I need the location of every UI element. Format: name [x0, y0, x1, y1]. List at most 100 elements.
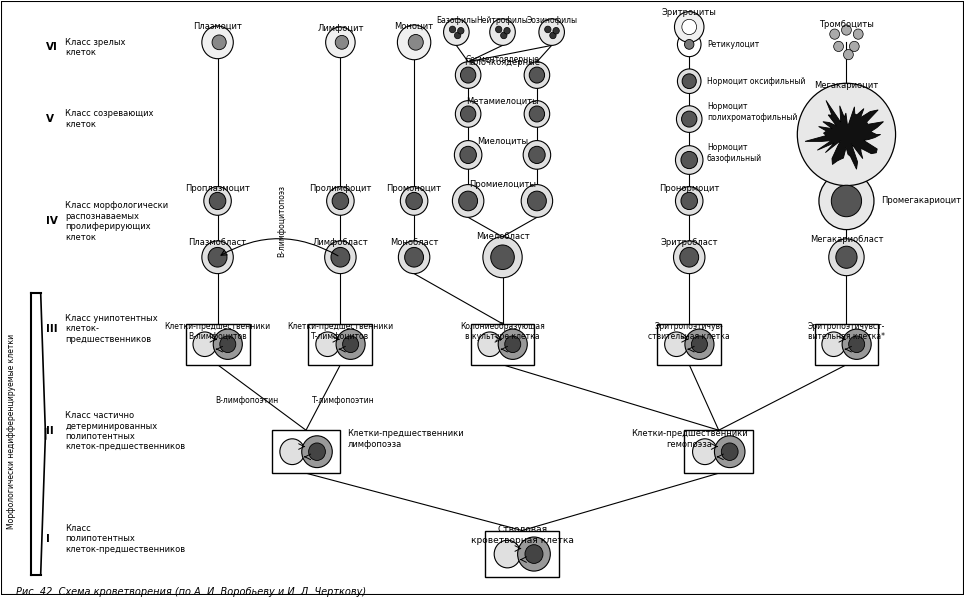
Text: Класс зрелых
клеток: Класс зрелых клеток	[66, 38, 125, 57]
Circle shape	[849, 336, 864, 353]
Circle shape	[449, 26, 456, 33]
Circle shape	[677, 69, 701, 94]
Circle shape	[324, 241, 356, 274]
Circle shape	[401, 187, 428, 215]
Text: Миелобласт: Миелобласт	[475, 232, 529, 241]
Circle shape	[693, 439, 717, 464]
Text: Пронормоцит: Пронормоцит	[659, 184, 719, 193]
Circle shape	[398, 241, 430, 274]
Text: Эритропоэтичувст-
вительная клетка*: Эритропоэтичувст- вительная клетка*	[808, 322, 885, 341]
Circle shape	[331, 247, 350, 267]
Circle shape	[456, 101, 481, 127]
Circle shape	[458, 28, 464, 34]
Circle shape	[681, 193, 698, 209]
Text: III: III	[46, 324, 57, 334]
Circle shape	[664, 332, 688, 356]
Circle shape	[680, 247, 699, 267]
Text: Моноцит: Моноцит	[395, 22, 434, 31]
Circle shape	[316, 332, 339, 356]
Circle shape	[553, 28, 560, 34]
Text: Нормоцит
базофильный: Нормоцит базофильный	[707, 143, 762, 163]
Bar	[485, 531, 559, 577]
Circle shape	[459, 191, 477, 211]
Text: Эритропоэтичув-
ствительная клетка: Эритропоэтичув- ствительная клетка	[649, 322, 730, 341]
Circle shape	[494, 540, 520, 568]
Text: Плазмобласт: Плазмобласт	[188, 238, 247, 247]
Circle shape	[498, 329, 527, 359]
Text: Палочкоядерные: Палочкоядерные	[465, 58, 541, 67]
Text: Нейтрофилы: Нейтрофилы	[476, 16, 528, 25]
Circle shape	[478, 332, 502, 356]
Circle shape	[822, 332, 846, 356]
Text: Метамиелоциты: Метамиелоциты	[466, 97, 539, 106]
Bar	[271, 430, 340, 473]
Text: Плазмоцит: Плазмоцит	[193, 22, 242, 31]
Text: Клетки-предшественники
Т-лимфоцитов: Клетки-предшественники Т-лимфоцитов	[287, 322, 393, 341]
Text: Класс
полипотентных
клеток-предшественников: Класс полипотентных клеток-предшественни…	[66, 524, 185, 554]
Text: Промоноцит: Промоноцит	[386, 184, 442, 193]
Circle shape	[854, 29, 863, 39]
Circle shape	[836, 246, 858, 268]
Circle shape	[505, 336, 520, 353]
Circle shape	[202, 26, 233, 59]
Text: В-лимфоцитопоэз: В-лимфоцитопоэз	[277, 185, 286, 257]
Circle shape	[460, 146, 476, 164]
Circle shape	[455, 140, 482, 169]
Text: Стволовая
кроветворная клетка: Стволовая кроветворная клетка	[470, 526, 573, 545]
Circle shape	[673, 241, 705, 274]
Text: Класс частично
детерминированных
полипотентных
клеток-предшественников: Класс частично детерминированных полипот…	[66, 411, 185, 451]
Circle shape	[685, 329, 714, 359]
Text: Эритробласт: Эритробласт	[661, 238, 718, 247]
Text: Колониеобразующая
в культуре клетка: Колониеобразующая в культуре клетка	[461, 322, 545, 341]
Circle shape	[490, 19, 515, 46]
Text: Рис. 42. Схема кроветворения (по А. И. Воробьеву и И. Л. Черткову).: Рис. 42. Схема кроветворения (по А. И. В…	[16, 587, 369, 597]
Circle shape	[214, 329, 242, 359]
Text: Нормоцит
полихроматофильный: Нормоцит полихроматофильный	[707, 102, 798, 122]
Circle shape	[539, 19, 564, 46]
Circle shape	[550, 32, 556, 39]
Circle shape	[842, 329, 871, 359]
Text: Эритроциты: Эритроциты	[662, 8, 716, 17]
Circle shape	[483, 237, 522, 278]
Circle shape	[491, 245, 514, 269]
Bar	[658, 324, 721, 365]
Text: I: I	[46, 533, 49, 544]
Circle shape	[212, 35, 226, 50]
Circle shape	[524, 62, 550, 88]
Text: II: II	[46, 426, 53, 436]
Circle shape	[517, 537, 551, 571]
Text: Проплазмоцит: Проплазмоцит	[185, 184, 250, 193]
Circle shape	[461, 106, 476, 122]
Circle shape	[220, 336, 236, 353]
Text: Клетки-предшественники
лимфопоэза: Клетки-предшественники лимфопоэза	[347, 429, 464, 449]
Bar	[185, 324, 250, 365]
Circle shape	[834, 41, 844, 52]
Circle shape	[529, 67, 545, 83]
Circle shape	[692, 336, 708, 353]
Text: VI: VI	[46, 43, 58, 52]
Circle shape	[193, 332, 217, 356]
Text: Лимфоцит: Лимфоцит	[318, 24, 364, 33]
Text: Промегакариоцит: Промегакариоцит	[881, 196, 961, 205]
Text: IV: IV	[46, 217, 58, 226]
Text: Класс унипотентных
клеток-
предшественников: Класс унипотентных клеток- предшественни…	[66, 314, 158, 344]
Circle shape	[527, 191, 547, 211]
Circle shape	[528, 146, 545, 164]
Circle shape	[280, 439, 305, 464]
Text: Нормоцит оксифильный: Нормоцит оксифильный	[707, 77, 806, 86]
Circle shape	[309, 443, 325, 460]
Circle shape	[798, 83, 896, 185]
Circle shape	[677, 32, 701, 56]
Circle shape	[409, 34, 423, 50]
Circle shape	[525, 545, 543, 563]
Circle shape	[504, 28, 511, 34]
Text: Миелоциты: Миелоциты	[477, 136, 528, 145]
Circle shape	[343, 336, 359, 353]
Bar	[309, 324, 372, 365]
Circle shape	[405, 247, 423, 267]
Text: Класс созревающих
клеток: Класс созревающих клеток	[66, 109, 154, 129]
Text: Клетки-предшественники
гемопоэза: Клетки-предшественники гемопоэза	[631, 429, 748, 449]
Text: Ретикулоцит: Ретикулоцит	[707, 40, 760, 49]
Circle shape	[676, 106, 702, 133]
Text: Мегакариобласт: Мегакариобласт	[809, 235, 883, 244]
